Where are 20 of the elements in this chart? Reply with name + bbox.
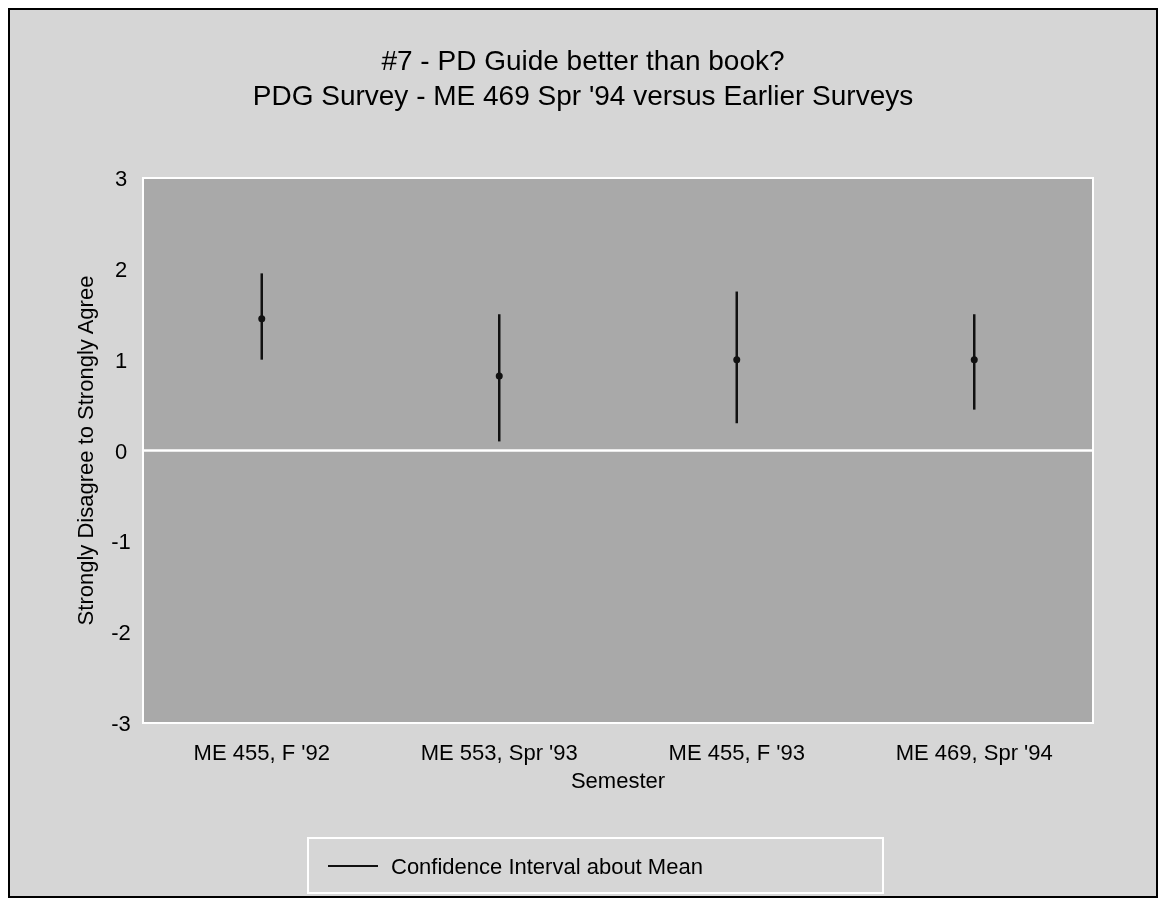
y-tick-label: 1 [114, 347, 128, 373]
point [733, 356, 741, 364]
y-tick-label: 0 [114, 438, 128, 464]
x-tick-label: ME 553, Spr '93 [420, 740, 578, 765]
x-axis-title: Semester [570, 768, 666, 793]
y-tick-label: 2 [114, 256, 128, 282]
point [495, 372, 503, 380]
point [970, 356, 978, 364]
point [258, 315, 266, 323]
y-tick-label: -1 [111, 529, 131, 555]
x-tick-label: ME 469, Spr '94 [895, 740, 1053, 765]
y-axis-title: Strongly Disagree to Strongly Agree [73, 275, 98, 626]
legend-label: Confidence Interval about Mean [391, 854, 703, 879]
y-tick-label: 3 [114, 166, 128, 191]
y-tick-label: -3 [111, 711, 131, 736]
chart-title: #7 - PD Guide better than book? [381, 45, 785, 76]
y-tick-label: -2 [111, 620, 131, 646]
chart-subtitle: PDG Survey - ME 469 Spr '94 versus Earlier Surveys [252, 80, 914, 111]
x-tick-label: ME 455, F '92 [193, 740, 330, 765]
x-tick-label: ME 455, F '93 [668, 740, 805, 765]
